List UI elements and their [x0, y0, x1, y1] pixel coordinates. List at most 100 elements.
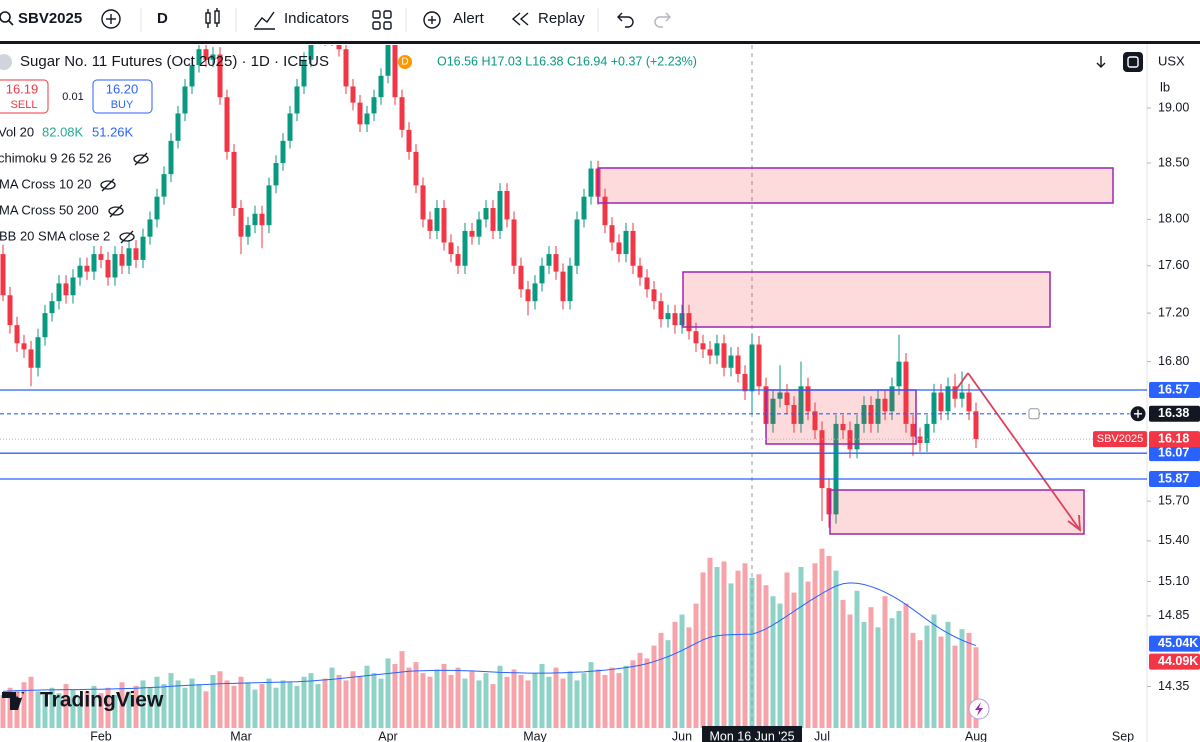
candle-body	[140, 236, 146, 260]
study[interactable]: MA Cross 10 20	[0, 176, 92, 191]
x-tick-label: Mar	[230, 729, 252, 742]
zone[interactable]	[765, 389, 917, 445]
hidden-eye[interactable]	[101, 178, 115, 192]
redo[interactable]	[665, 12, 671, 22]
volume-bar	[427, 676, 433, 728]
candle-body	[511, 219, 517, 266]
replay-icon[interactable]	[519, 12, 529, 26]
volume-study[interactable]: Vol 20	[0, 124, 34, 139]
volume-bar	[742, 563, 748, 728]
volume-bar	[168, 673, 174, 728]
undo[interactable]	[617, 12, 623, 22]
volume-bar	[924, 625, 930, 728]
chart-type[interactable]	[205, 8, 220, 28]
hidden-eye[interactable]	[109, 204, 123, 218]
volume-bar	[693, 603, 699, 728]
candle-body	[959, 392, 965, 399]
currency[interactable]: USX	[1158, 53, 1185, 68]
candle-body	[882, 398, 888, 412]
volume-bar	[434, 669, 440, 728]
hidden-eye[interactable]	[100, 152, 149, 244]
search-icon[interactable]	[0, 11, 14, 26]
candle-body	[168, 140, 174, 175]
candle-body	[301, 59, 307, 87]
hidden-eye[interactable]	[100, 180, 116, 190]
alert-icon[interactable]	[423, 11, 441, 29]
hidden-eye[interactable]	[120, 230, 134, 244]
volume-value: 82.08K	[42, 124, 84, 139]
candle-body	[161, 174, 167, 197]
layout-icon[interactable]	[372, 10, 392, 30]
candle-body	[210, 54, 216, 60]
replay-icon[interactable]	[511, 12, 529, 26]
zone[interactable]	[682, 271, 1051, 328]
candle-body	[546, 254, 552, 266]
buy-button[interactable]	[92, 79, 153, 114]
hidden-eye[interactable]	[134, 152, 148, 166]
candle-body	[133, 248, 139, 260]
arrow[interactable]	[1067, 514, 1082, 532]
buy-label[interactable]: BUY	[111, 99, 134, 111]
layout-icon[interactable]	[383, 21, 392, 30]
volume-bar	[777, 603, 783, 728]
candle-body	[651, 289, 657, 302]
arrow[interactable]	[955, 372, 969, 391]
candle-body	[308, 45, 314, 60]
fullscreen-glyph[interactable]	[1127, 56, 1139, 68]
candle-body	[413, 151, 419, 186]
indicators-icon[interactable]	[254, 11, 275, 30]
candle-body	[840, 423, 846, 431]
zone[interactable]	[597, 167, 1114, 204]
flash-glyph[interactable]	[975, 702, 983, 716]
replay-icon[interactable]	[511, 12, 521, 26]
candle-body	[728, 355, 734, 368]
replay-button[interactable]: Replay	[538, 10, 585, 27]
hidden-eye[interactable]	[119, 232, 135, 242]
volume-bar	[714, 566, 720, 728]
hidden-eye[interactable]	[108, 206, 124, 216]
study[interactable]: MA Cross 50 200	[0, 202, 99, 217]
sell-button[interactable]	[0, 79, 49, 114]
candle-body	[854, 423, 860, 450]
layout-icon[interactable]	[372, 21, 381, 30]
alert-button[interactable]: Alert	[453, 10, 485, 27]
unit[interactable]: lb	[1160, 79, 1170, 94]
fullscreen-button[interactable]	[1123, 52, 1143, 72]
indicators-button[interactable]: Indicators	[284, 10, 349, 27]
candle-body	[182, 86, 188, 114]
hidden-eye[interactable]	[133, 154, 149, 164]
redo[interactable]	[654, 16, 670, 28]
arrow[interactable]	[967, 372, 1081, 531]
study[interactable]: BB 20 SMA close 2	[0, 228, 110, 243]
add-symbol[interactable]	[101, 9, 121, 29]
volume-bar	[588, 662, 594, 728]
symbol[interactable]: SBV2025	[18, 10, 82, 27]
download-arrow[interactable]	[1096, 62, 1106, 68]
layout-icon[interactable]	[372, 10, 381, 19]
search-icon[interactable]	[8, 20, 14, 26]
candle-body	[224, 97, 230, 152]
volume-bar	[231, 685, 237, 728]
zone[interactable]	[829, 489, 1085, 535]
volume-bar	[658, 632, 664, 728]
study[interactable]: chimoku 9 26 52 26	[0, 150, 111, 165]
volume-tag: 44.09K	[1158, 654, 1198, 668]
volume-bar	[749, 577, 755, 728]
volume-ma-value: 51.26K	[92, 124, 134, 139]
volume-bar	[833, 570, 839, 728]
buy-price[interactable]: 16.20	[106, 81, 139, 96]
redo[interactable]	[654, 12, 671, 28]
undo[interactable]	[618, 16, 634, 28]
sell-price[interactable]: 16.19	[6, 81, 39, 96]
volume-bar	[322, 678, 328, 728]
layout-icon[interactable]	[383, 10, 392, 19]
search-icon[interactable]	[0, 11, 11, 23]
download-arrow[interactable]	[1096, 56, 1106, 68]
sell-label[interactable]: SELL	[11, 99, 38, 111]
arrow[interactable]	[955, 372, 1082, 532]
alert-icon[interactable]	[423, 11, 441, 29]
indicators-icon[interactable]	[254, 11, 275, 28]
interval[interactable]: D	[157, 10, 168, 27]
add-symbol[interactable]	[101, 9, 121, 29]
undo[interactable]	[617, 12, 634, 28]
